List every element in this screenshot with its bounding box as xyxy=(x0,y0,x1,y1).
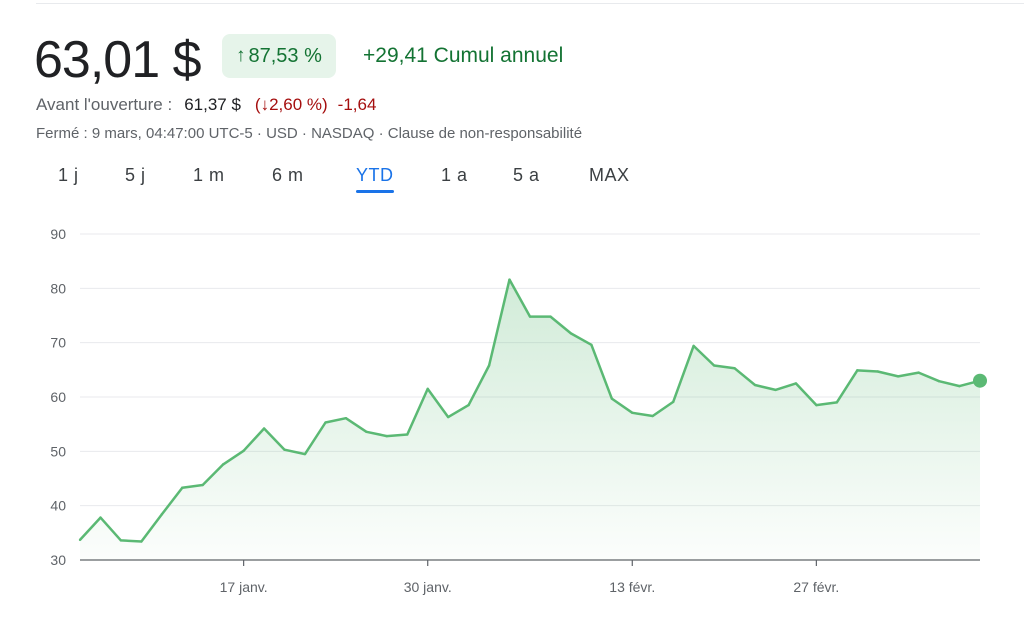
y-tick-label: 80 xyxy=(50,280,66,296)
data-point xyxy=(896,375,900,378)
range-tabs: 1 j 5 j 1 m 6 m YTD 1 a 5 a MAX xyxy=(0,160,700,200)
y-tick-label: 60 xyxy=(50,389,66,405)
price-points xyxy=(78,278,982,543)
data-point xyxy=(937,380,941,383)
data-point xyxy=(160,513,164,516)
market-meta-line: Fermé : 9 mars, 04:47:00 UTC-5 · USD · N… xyxy=(36,125,583,142)
data-point xyxy=(201,483,204,487)
data-point xyxy=(467,403,470,407)
data-point xyxy=(671,400,675,404)
data-point xyxy=(508,278,511,281)
y-tick-label: 40 xyxy=(50,498,66,514)
tab-ytd[interactable]: YTD xyxy=(356,160,394,193)
data-point xyxy=(712,364,716,367)
data-point xyxy=(303,452,307,456)
data-point xyxy=(733,367,736,370)
top-divider xyxy=(36,3,1024,4)
data-point xyxy=(958,384,961,388)
data-point xyxy=(406,433,409,436)
data-point xyxy=(856,369,859,372)
data-point xyxy=(446,415,450,419)
data-point xyxy=(78,538,82,542)
y-tick-label: 70 xyxy=(50,335,66,351)
last-price-dot[interactable] xyxy=(973,373,987,388)
data-point xyxy=(283,448,286,451)
data-point xyxy=(262,427,266,430)
data-point xyxy=(242,449,245,452)
tab-1m[interactable]: 1 m xyxy=(193,165,225,185)
x-tick-label: 17 janv. xyxy=(220,579,268,595)
x-axis: 17 janv. 30 janv. 13 févr. 27 févr. xyxy=(220,560,839,595)
premarket-absolute: -1,64 xyxy=(337,95,377,114)
arrow-up-icon: ↑ xyxy=(236,45,246,66)
data-point xyxy=(815,403,818,407)
data-point xyxy=(365,430,368,433)
data-point xyxy=(753,383,757,387)
ytd-absolute-change: +29,41 Cumul annuel xyxy=(363,44,564,67)
data-point xyxy=(140,540,143,543)
x-tick-label: 30 janv. xyxy=(404,579,452,595)
tab-6m[interactable]: 6 m xyxy=(272,165,304,185)
data-point xyxy=(549,315,552,318)
y-tick-label: 90 xyxy=(50,226,66,242)
x-tick-label: 13 févr. xyxy=(609,579,655,595)
data-point xyxy=(344,416,348,420)
data-point xyxy=(528,315,532,318)
y-tick-label: 30 xyxy=(50,552,66,568)
tab-5d[interactable]: 5 j xyxy=(125,165,146,185)
data-point xyxy=(221,463,225,466)
data-point xyxy=(610,397,614,400)
data-point xyxy=(917,371,920,374)
current-price: 63,01 $ xyxy=(34,31,201,89)
premarket-percent: (↓2,60 %) xyxy=(254,95,328,114)
ytd-percent-badge: ↑ 87,53 % xyxy=(222,34,336,78)
y-axis: 30 40 50 60 70 80 90 xyxy=(50,226,66,568)
price-area-fill xyxy=(80,279,980,560)
premarket-line: Avant l'ouverture : 61,37 $ (↓2,60 %) -1… xyxy=(36,93,376,117)
data-point xyxy=(590,343,593,347)
data-point xyxy=(774,388,777,392)
data-point xyxy=(835,401,839,404)
data-point xyxy=(426,387,429,391)
data-point xyxy=(324,421,327,424)
data-point xyxy=(876,370,879,373)
y-tick-label: 50 xyxy=(50,443,66,459)
data-point xyxy=(631,411,634,414)
data-point xyxy=(487,364,491,367)
data-point xyxy=(99,516,102,519)
data-point xyxy=(692,344,695,348)
tab-max[interactable]: MAX xyxy=(589,165,630,185)
data-point xyxy=(569,332,573,335)
data-point xyxy=(385,434,389,438)
x-tick-label: 27 févr. xyxy=(793,579,839,595)
tab-5y[interactable]: 5 a xyxy=(513,165,540,185)
data-point xyxy=(651,414,654,418)
data-point xyxy=(181,486,184,489)
data-point xyxy=(794,382,798,385)
tab-1d[interactable]: 1 j xyxy=(58,165,79,185)
ytd-percent-value: 87,53 % xyxy=(248,44,322,67)
premarket-price: 61,37 $ xyxy=(184,95,241,114)
premarket-label: Avant l'ouverture : xyxy=(36,95,173,114)
tab-1y[interactable]: 1 a xyxy=(441,165,468,185)
data-point xyxy=(119,539,123,542)
